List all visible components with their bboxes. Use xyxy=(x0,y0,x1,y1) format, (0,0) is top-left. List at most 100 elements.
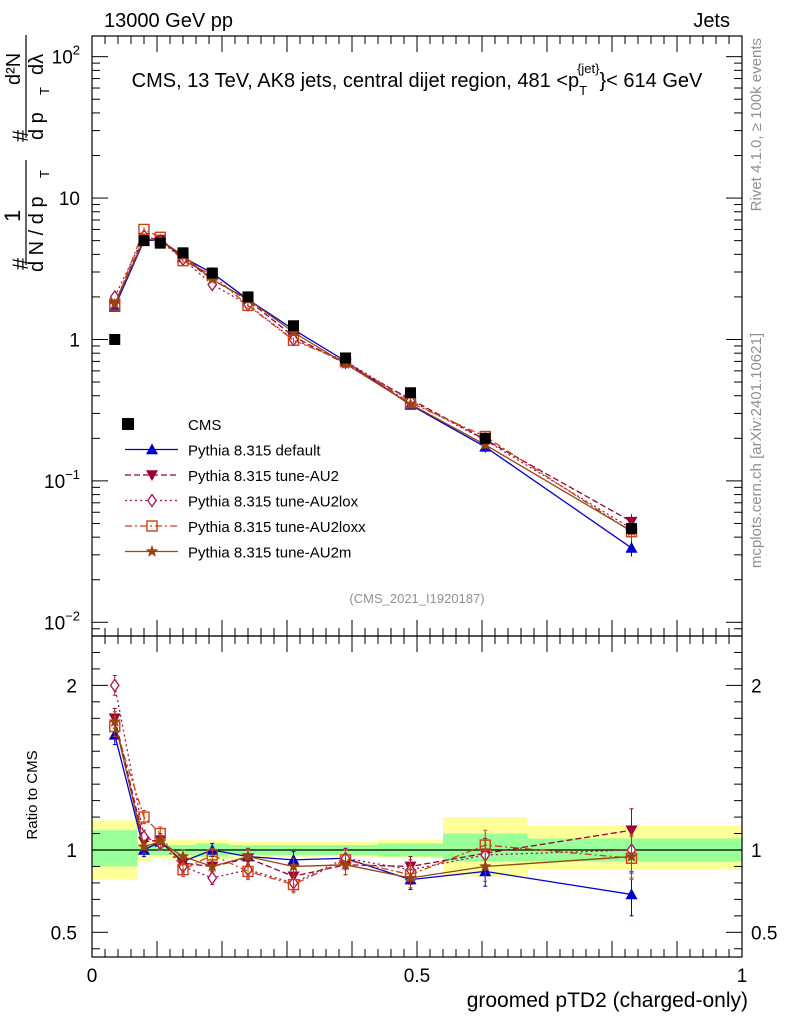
legend-marker-pythia-8-315-default xyxy=(146,443,158,455)
point-pythia-8-315-default xyxy=(625,541,638,553)
cms-data-point xyxy=(242,291,254,303)
top-series-group xyxy=(108,223,638,557)
ratio-point-pythia-8-315-tune-au2lox xyxy=(109,678,120,693)
ratio-point-pythia-8-315-tune-au2m xyxy=(108,715,121,727)
ratio-point-pythia-8-315-tune-au2m xyxy=(625,850,638,862)
legend-label-cms: CMS xyxy=(188,417,221,434)
y-label-d2N: d²N xyxy=(3,53,25,85)
y-label-dlambda: dλ xyxy=(26,54,48,75)
y-tick-exponent: −2 xyxy=(65,608,80,623)
plot-title: CMS, 13 TeV, AK8 jets, central dijet reg… xyxy=(132,61,703,98)
y-axis-label: # 1 d N / d p T # d²N d p T dλ xyxy=(0,35,52,272)
cms-data-point xyxy=(177,247,189,259)
y-tick-label: 1 xyxy=(69,330,80,351)
ratio-point-pythia-8-315-tune-au2m xyxy=(479,860,492,872)
rivet-version-label: Rivet 4.1.0, ≥ 100k events xyxy=(748,38,765,211)
cms-data-point xyxy=(288,320,299,332)
ratio-y-tick-label-left: 0.5 xyxy=(51,923,77,944)
cms-data-point xyxy=(206,267,218,279)
y-tick-label: 10−1 xyxy=(44,467,80,493)
ratio-point-pythia-8-315-default xyxy=(625,888,638,900)
ratio-point-pythia-8-315-tune-au2loxx xyxy=(479,839,491,851)
y-tick-exponent: 2 xyxy=(73,43,80,58)
ratio-point-pythia-8-315-tune-au2m xyxy=(241,850,255,862)
y-tick-base: 10 xyxy=(52,48,73,69)
ratio-y-tick-label-left: 2 xyxy=(66,676,77,697)
point-pythia-8-315-tune-au2m xyxy=(404,397,417,410)
legend-label-pythia-8-315-default: Pythia 8.315 default xyxy=(188,443,321,460)
cms-data-point xyxy=(479,432,491,444)
legend-marker-cms xyxy=(122,418,134,430)
ratio-panel-frame xyxy=(91,635,743,958)
y-label-T2: T xyxy=(37,87,52,95)
x-tick-label: 0.5 xyxy=(404,966,430,987)
y-tick-base: 10 xyxy=(44,472,65,493)
cms-data-point xyxy=(138,235,150,247)
ratio-series-group xyxy=(108,675,638,917)
cms-data-point xyxy=(340,352,351,364)
ratio-point-pythia-8-315-tune-au2m xyxy=(137,840,151,852)
ratio-point-pythia-8-315-tune-au2m xyxy=(176,850,190,862)
ratio-y-tick-label-right: 2 xyxy=(751,676,762,697)
y-tick-base: 10 xyxy=(59,189,80,210)
ratio-point-pythia-8-315-tune-au2m xyxy=(404,871,417,884)
cms-data-point xyxy=(626,523,637,535)
point-pythia-8-315-tune-au2m xyxy=(479,438,492,450)
ratio-line-pythia-8-315-tune-au2lox xyxy=(114,685,632,884)
legend-label-pythia-8-315-tune-au2: Pythia 8.315 tune-AU2 xyxy=(188,468,339,485)
ratio-point-pythia-8-315-tune-au2m xyxy=(339,858,352,871)
title-sub: T xyxy=(579,83,587,98)
legend-marker-pythia-8-315-tune-au2loxx xyxy=(146,520,158,532)
y-tick-label: 10 xyxy=(59,189,80,210)
y-tick-base: 1 xyxy=(69,330,80,351)
point-pythia-8-315-tune-au2m xyxy=(287,325,300,338)
header-right: Jets xyxy=(693,10,730,32)
x-tick-label: 0 xyxy=(87,966,98,987)
ratio-point-pythia-8-315-tune-au2loxx xyxy=(287,878,300,891)
cms-data-point xyxy=(154,237,166,249)
ratio-point-pythia-8-315-tune-au2m xyxy=(206,860,219,872)
y-label-hash: # xyxy=(8,257,33,270)
ratio-y-tick-label-left: 1 xyxy=(66,841,77,862)
mcplots-source-label: mcplots.cern.ch [arXiv:2401.10621] xyxy=(748,333,765,568)
title-pre: CMS, 13 TeV, AK8 jets, central dijet reg… xyxy=(132,70,580,92)
point-pythia-8-315-tune-au2m xyxy=(108,297,121,310)
y-tick-base: 10 xyxy=(44,613,65,634)
y-tick-label: 10−2 xyxy=(44,608,80,634)
y-tick-exponent: −1 xyxy=(65,467,80,482)
uncertainty-bands xyxy=(92,817,742,880)
x-axis-label: groomed pTD2 (charged-only) xyxy=(467,989,748,1012)
legend-label-pythia-8-315-tune-au2m: Pythia 8.315 tune-AU2m xyxy=(188,545,351,562)
header-left: 13000 GeV pp xyxy=(104,10,233,32)
legend-label-pythia-8-315-tune-au2lox: Pythia 8.315 tune-AU2lox xyxy=(188,494,359,511)
point-pythia-8-315-tune-au2m xyxy=(206,273,219,285)
legend-label-pythia-8-315-tune-au2loxx: Pythia 8.315 tune-AU2loxx xyxy=(188,519,366,536)
ratio-point-pythia-8-315-tune-au2m xyxy=(154,835,167,847)
y-label-dpT: d p xyxy=(26,112,48,140)
analysis-id-label: (CMS_2021_I1920187) xyxy=(349,591,484,606)
series-line-pythia-8-315-tune-au2lox xyxy=(114,235,632,530)
ratio-point-pythia-8-315-tune-au2loxx xyxy=(242,865,254,878)
y-tick-label: 102 xyxy=(52,43,80,69)
ratio-point-pythia-8-315-tune-au2lox xyxy=(207,870,218,886)
legend-marker-pythia-8-315-tune-au2m xyxy=(145,545,159,557)
cms-data-point xyxy=(405,387,416,399)
ratio-point-pythia-8-315-tune-au2loxx xyxy=(138,811,150,823)
ratio-y-tick-label-right: 0.5 xyxy=(751,923,777,944)
y-label-T: T xyxy=(37,170,52,178)
ratio-panel: 0 0.5 1 2 2 1 1 0.5 0.5 xyxy=(51,620,777,987)
legend-marker-pythia-8-315-tune-au2 xyxy=(146,470,158,481)
ratio-point-pythia-8-315-tune-au2loxx xyxy=(177,864,189,876)
band-inner xyxy=(92,830,138,867)
title-sup: {jet} xyxy=(577,61,600,76)
y-label-one: 1 xyxy=(0,210,25,222)
x-tick-label: 1 xyxy=(737,966,748,987)
ratio-y-tick-label-right: 1 xyxy=(751,841,762,862)
title-post: }< 614 GeV xyxy=(600,70,704,92)
series-line-pythia-8-315-tune-au2m xyxy=(114,238,632,532)
y-label-hash2: # xyxy=(8,129,33,142)
y-label-dN: d N / d p xyxy=(26,196,48,272)
ratio-y-label: Ratio to CMS xyxy=(24,750,41,839)
